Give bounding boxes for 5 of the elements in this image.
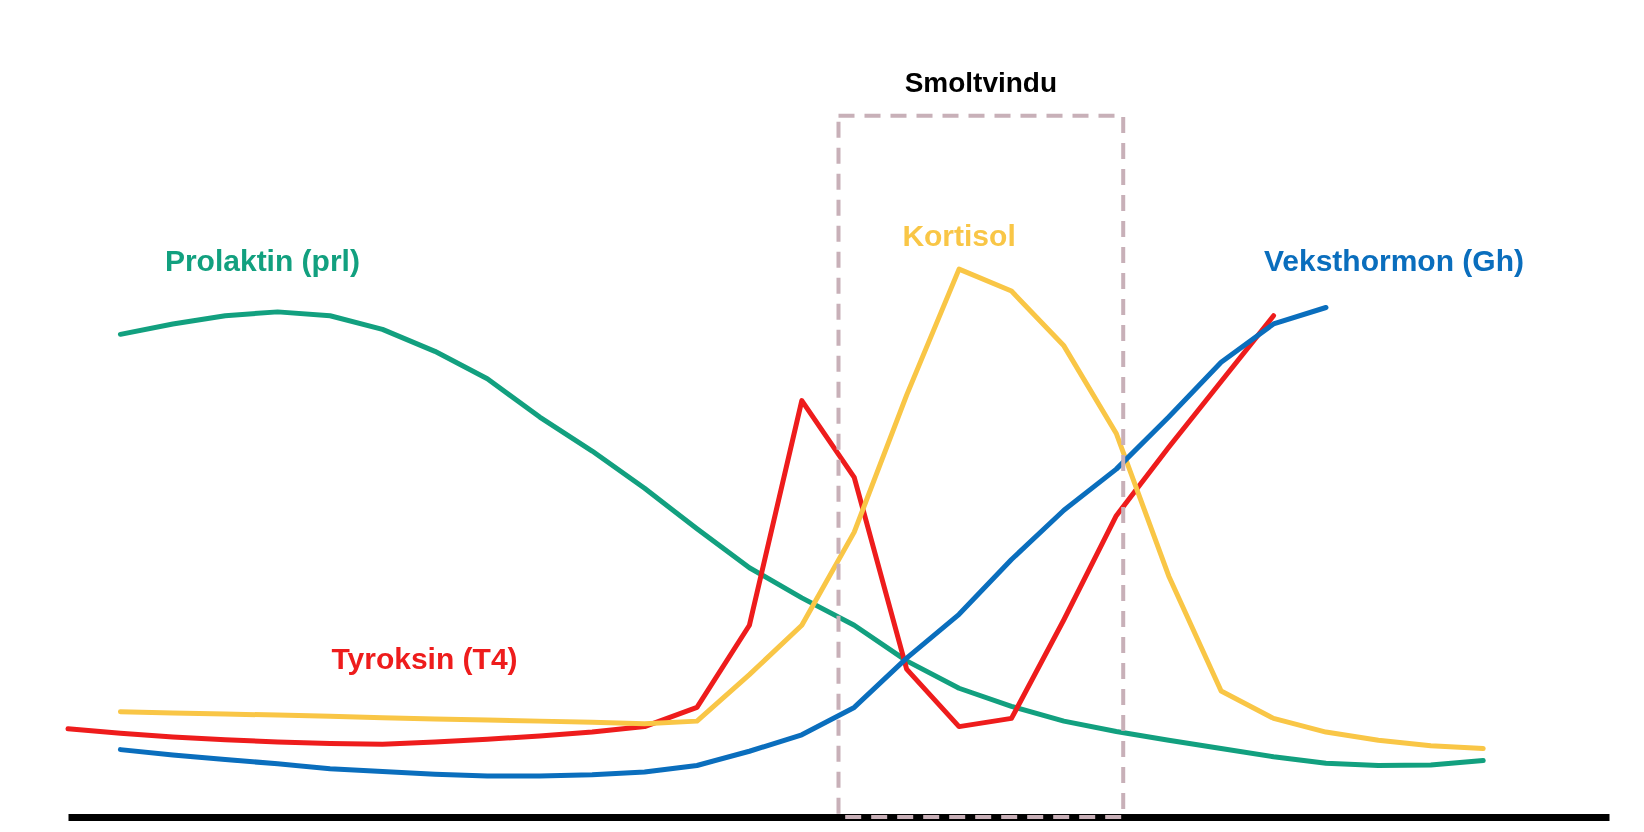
series-label: Veksthormon (Gh) <box>1263 244 1524 278</box>
series-label: Prolaktin (prl) <box>164 244 360 278</box>
text: Tyroksin (T4) <box>331 642 518 676</box>
series-label: Kortisol <box>902 219 1016 253</box>
text: Smoltvindu <box>904 66 1058 98</box>
